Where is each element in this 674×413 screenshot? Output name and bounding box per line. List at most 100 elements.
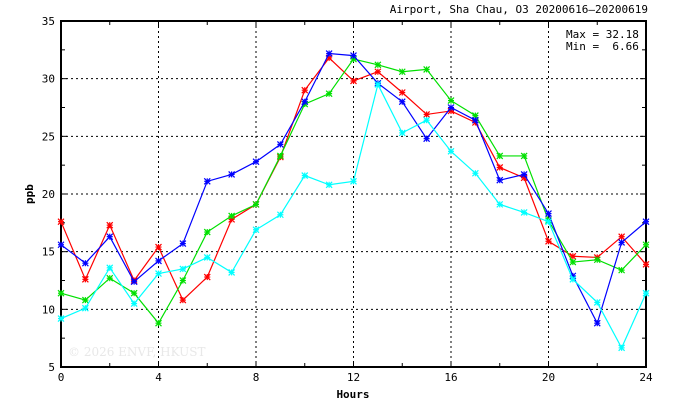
max-annotation: Max = 32.18 [566, 28, 639, 41]
data-point [447, 97, 455, 105]
x-tick-label: 24 [639, 371, 653, 384]
data-point [301, 86, 309, 94]
data-point [228, 212, 236, 220]
data-point [130, 289, 138, 297]
data-point [374, 61, 382, 69]
data-point [155, 257, 162, 265]
data-point [642, 260, 650, 268]
data-point [179, 296, 187, 304]
data-point [496, 176, 504, 184]
data-point [57, 241, 65, 249]
data-point [57, 289, 65, 297]
data-point [569, 275, 577, 283]
data-point [350, 77, 357, 85]
data-point [325, 181, 333, 189]
data-point [398, 89, 406, 96]
data-point [81, 304, 89, 312]
data-point [155, 270, 162, 278]
data-point [252, 226, 260, 234]
data-point [252, 158, 260, 166]
data-point [325, 50, 333, 57]
watermark: © 2026 ENVF, HKUST [68, 345, 206, 359]
data-point [545, 237, 552, 245]
data-point [81, 275, 89, 283]
y-axis-label: ppb [23, 184, 36, 204]
data-point [203, 177, 211, 185]
series-group [57, 50, 650, 352]
data-point [203, 254, 211, 261]
data-point [593, 298, 601, 306]
data-point [106, 274, 114, 282]
data-point [496, 200, 504, 208]
data-point [642, 241, 650, 249]
y-tick-label: 15 [42, 246, 55, 259]
grid [61, 21, 646, 367]
data-point [179, 277, 187, 284]
data-point [130, 300, 138, 307]
data-point [252, 200, 260, 208]
min-annotation: Min = 6.66 [566, 40, 639, 53]
x-tick-label: 12 [347, 371, 360, 384]
data-point [569, 258, 577, 266]
data-point [374, 81, 382, 88]
data-point [276, 140, 284, 148]
data-point [81, 296, 89, 304]
y-tick-label: 5 [48, 361, 55, 374]
data-point [57, 315, 65, 322]
data-point [545, 210, 552, 218]
data-point [471, 116, 479, 124]
data-point [471, 169, 479, 177]
data-point [155, 243, 162, 251]
data-point [642, 218, 650, 226]
y-tick-label: 25 [42, 130, 55, 143]
y-tick-label: 35 [42, 15, 55, 28]
x-tick-label: 20 [542, 371, 555, 384]
data-point [374, 68, 382, 76]
data-point [618, 239, 626, 246]
data-point [496, 152, 504, 160]
data-point [520, 170, 528, 178]
data-point [423, 135, 431, 143]
data-point [398, 98, 406, 106]
data-point [130, 278, 138, 286]
x-tick-label: 4 [155, 371, 162, 384]
data-point [301, 98, 309, 106]
data-point [398, 68, 406, 76]
data-point [350, 177, 357, 185]
data-point [106, 264, 114, 272]
x-tick-label: 8 [253, 371, 260, 384]
chart-title: Airport, Sha Chau, O3 20200616–20200619 [390, 3, 648, 16]
data-point [325, 90, 333, 98]
data-point [276, 211, 284, 219]
data-point [545, 218, 552, 226]
x-tick-label: 16 [444, 371, 457, 384]
data-point [398, 129, 406, 137]
data-point [203, 228, 211, 236]
data-point [276, 152, 284, 160]
y-tick-label: 10 [42, 303, 55, 316]
data-point [423, 116, 431, 124]
data-point [618, 233, 626, 241]
data-point [447, 147, 455, 155]
x-tick-label: 0 [58, 371, 65, 384]
data-point [301, 172, 309, 179]
data-point [423, 66, 431, 73]
data-point [106, 221, 114, 229]
data-point [57, 218, 65, 226]
data-point [520, 209, 528, 216]
data-point [520, 152, 528, 160]
data-point [179, 265, 187, 273]
axis-ticks: 0 4 8 12 16 20 24 5 10 15 20 25 30 35 [42, 15, 653, 384]
y-tick-label: 20 [42, 188, 55, 201]
data-point [593, 256, 601, 264]
y-tick-label: 30 [42, 73, 55, 86]
data-point [350, 52, 357, 60]
x-axis-label: Hours [336, 388, 369, 401]
data-point [618, 266, 626, 274]
data-point [593, 319, 601, 327]
data-point [642, 289, 650, 297]
data-point [203, 273, 211, 281]
data-point [423, 110, 431, 118]
data-point [228, 170, 236, 178]
